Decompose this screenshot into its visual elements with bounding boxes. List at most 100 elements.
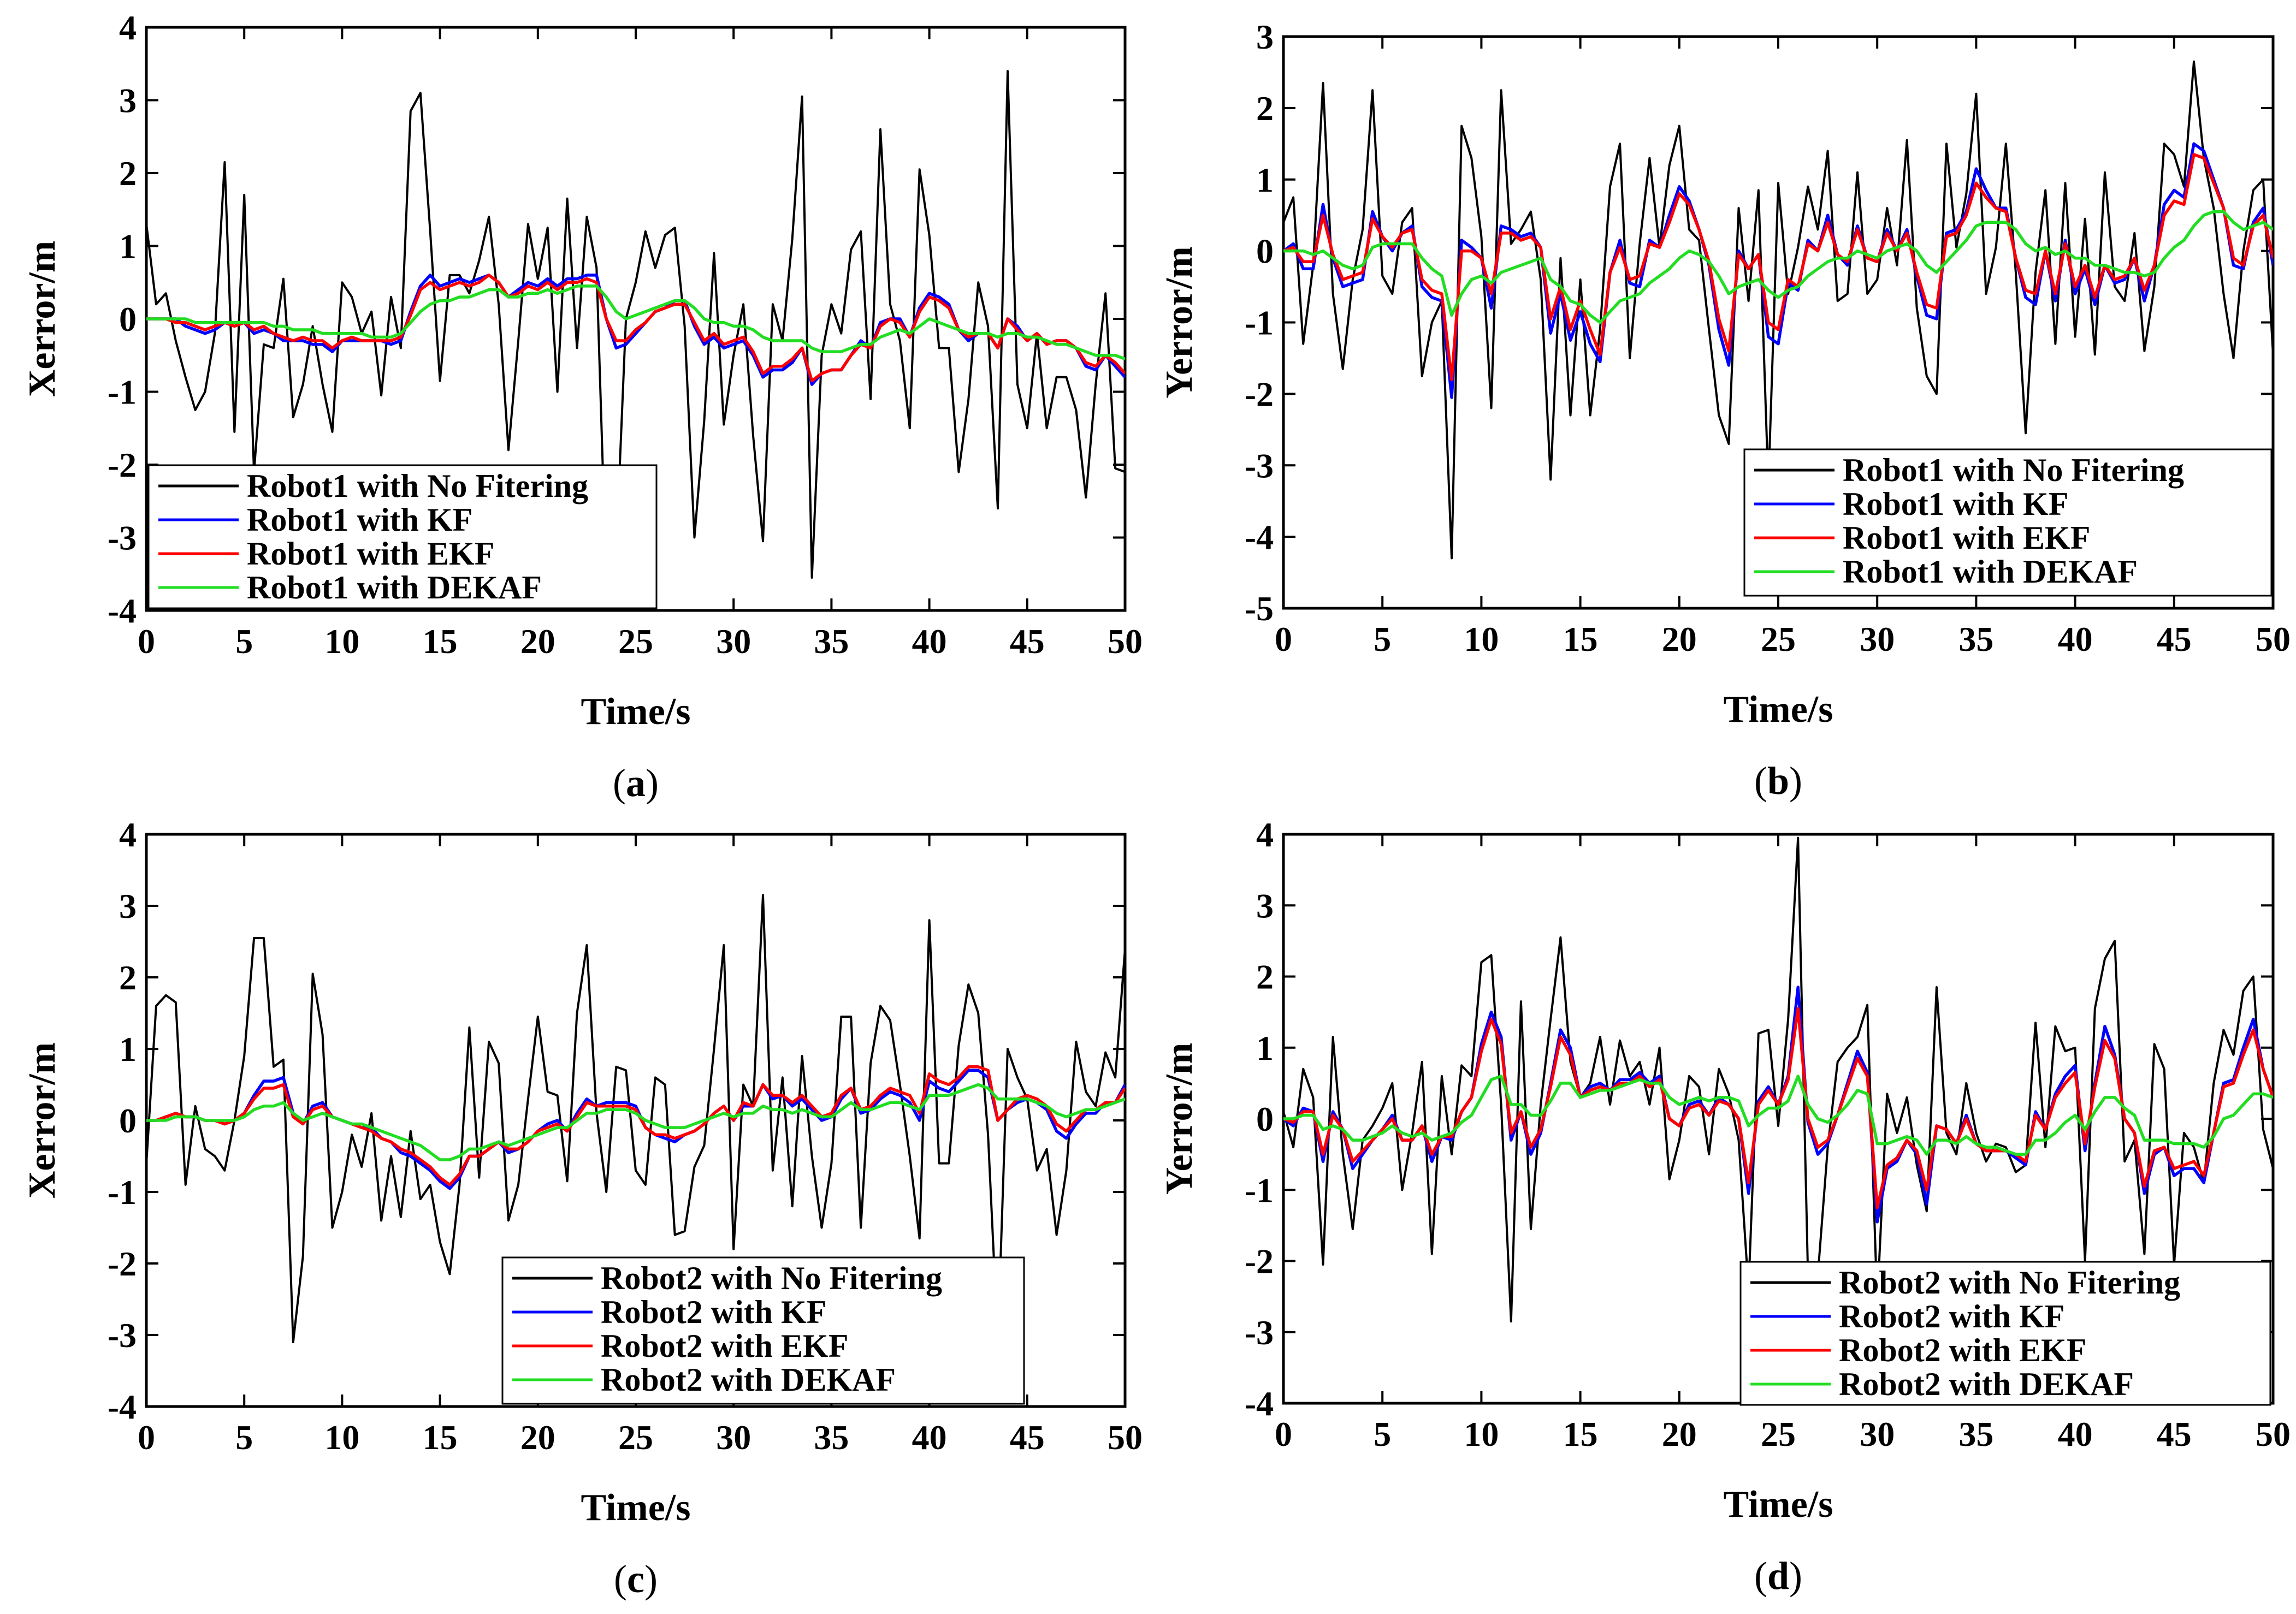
legend-label: Robot1 with No Fitering <box>1843 452 2184 488</box>
y-tick-label: 2 <box>119 154 137 193</box>
panel-label-close: ) <box>1789 759 1802 803</box>
x-axis-label: Time/s <box>1724 689 1833 731</box>
legend-box <box>147 464 658 609</box>
y-tick-label: -3 <box>108 1316 137 1355</box>
chart-c-svg: 0 5 10 15 20 25 30 35 40 45 50 -4 -3 -2 -1 0 1 2 3 4 Time/s X… <box>21 815 1143 1601</box>
x-axis-label: Time/s <box>581 1487 691 1529</box>
x-tick-label: 0 <box>138 622 155 661</box>
legend-label: Robot2 with DEKAF <box>601 1362 896 1398</box>
x-tick-label: 5 <box>235 622 253 661</box>
chart-a-svg: 0 5 10 15 20 25 30 35 40 45 50 -4 -3 -2 -1 0 1 2 3 4 Time/s X… <box>21 8 1143 805</box>
x-tick-label: 40 <box>2058 1415 2093 1453</box>
series-line-4 <box>1283 1075 2273 1156</box>
panel-label-letter: b <box>1767 759 1789 803</box>
y-tick-label: 2 <box>119 958 137 997</box>
x-tick-label: 35 <box>1958 620 1993 658</box>
legend-box <box>1739 1261 2271 1406</box>
legend-label: Robot1 with KF <box>247 502 472 538</box>
x-tick-label: 30 <box>716 622 751 661</box>
legend-label: Robot2 with DEKAF <box>1839 1366 2134 1402</box>
y-axis-label: Xerror/m <box>21 1042 63 1198</box>
y-tick-label: -1 <box>108 1173 137 1212</box>
y-tick-label: 2 <box>1256 89 1274 128</box>
x-tick-label: 50 <box>2256 620 2291 658</box>
y-tick-label: -1 <box>108 373 137 412</box>
y-tick-label: 0 <box>119 1101 137 1140</box>
x-tick-label: 25 <box>618 622 653 661</box>
panel-label-letter: d <box>1767 1554 1789 1598</box>
y-tick-label: 1 <box>1256 161 1274 199</box>
panel-label: (c) <box>614 1557 658 1601</box>
y-tick-label: 4 <box>119 8 137 47</box>
legend-label: Robot1 with EKF <box>1843 520 2090 556</box>
y-tick-label: 1 <box>1256 1029 1274 1067</box>
x-tick-label: 10 <box>324 622 359 661</box>
y-tick-label: -2 <box>1245 375 1274 413</box>
y-tick-label: -5 <box>1245 589 1274 628</box>
y-tick-label: 1 <box>119 227 137 266</box>
chart-panel-d: 0 5 10 15 20 25 30 35 40 45 50 -4 -3 -2 -1 0 1 2 3 4 Time/s Y… <box>1148 807 2296 1614</box>
panel-label-open: ( <box>614 1557 627 1601</box>
y-tick-label: -4 <box>108 591 137 630</box>
panel-label: (d) <box>1754 1554 1802 1598</box>
x-tick-label: 45 <box>2157 1415 2192 1453</box>
x-tick-label: 10 <box>324 1418 359 1457</box>
legend-label: Robot2 with KF <box>601 1294 826 1330</box>
chart-b-svg: 0 5 10 15 20 25 30 35 40 45 50 -5 -4 -3 -2 -1 0 1 2 3 Time/s… <box>1158 17 2291 803</box>
x-axis-label: Time/s <box>581 691 691 733</box>
x-tick-label: 25 <box>1761 1415 1796 1453</box>
y-tick-label: 3 <box>1256 17 1274 56</box>
x-tick-label: 20 <box>1662 1415 1697 1453</box>
legend-label: Robot2 with EKF <box>1839 1332 2086 1368</box>
x-tick-label: 50 <box>2256 1415 2291 1453</box>
y-axis-label: Xerror/m <box>21 241 63 397</box>
y-tick-label: -3 <box>1245 1313 1274 1352</box>
panel-label-open: ( <box>613 761 626 805</box>
x-tick-label: 5 <box>1374 620 1391 658</box>
y-tick-label: 0 <box>1256 232 1274 271</box>
y-tick-label: -4 <box>1245 518 1274 556</box>
y-tick-label: -2 <box>108 446 137 484</box>
x-tick-label: 15 <box>1563 620 1598 658</box>
y-tick-label: -2 <box>1245 1242 1274 1281</box>
y-tick-label: 3 <box>1256 886 1274 925</box>
x-tick-label: 0 <box>1275 1415 1292 1453</box>
x-tick-label: 20 <box>1662 620 1697 658</box>
legend-label: Robot2 with No Fitering <box>1839 1265 2180 1301</box>
y-tick-label: -4 <box>1245 1384 1274 1423</box>
series-line-3 <box>146 1065 1125 1186</box>
series-line-1 <box>1283 60 2273 560</box>
chart-panel-a: 0 5 10 15 20 25 30 35 40 45 50 -4 -3 -2 -1 0 1 2 3 4 Time/s X… <box>0 0 1148 807</box>
panel-label-close: ) <box>1789 1554 1802 1598</box>
x-tick-label: 40 <box>2058 620 2093 658</box>
x-tick-label: 40 <box>912 1418 947 1457</box>
x-tick-label: 30 <box>1860 620 1895 658</box>
legend-label: Robot2 with EKF <box>601 1328 848 1364</box>
x-tick-label: 30 <box>716 1418 751 1457</box>
x-tick-label: 10 <box>1464 620 1499 658</box>
x-tick-label: 15 <box>423 1418 458 1457</box>
y-tick-label: 0 <box>1256 1100 1274 1138</box>
x-tick-label: 20 <box>520 1418 555 1457</box>
panel-label-close: ) <box>644 1557 658 1601</box>
x-axis-label: Time/s <box>1724 1484 1833 1526</box>
x-tick-label: 0 <box>1275 620 1292 658</box>
x-tick-label: 5 <box>1374 1415 1391 1453</box>
x-tick-label: 15 <box>423 622 458 661</box>
x-tick-label: 45 <box>1010 622 1045 661</box>
x-tick-label: 15 <box>1563 1415 1598 1453</box>
y-tick-label: 0 <box>119 300 137 339</box>
y-tick-label: -1 <box>1245 304 1274 342</box>
y-tick-label: 2 <box>1256 958 1274 996</box>
y-tick-label: 1 <box>119 1030 137 1069</box>
legend-label: Robot1 with DEKAF <box>1843 554 2138 590</box>
series-line-4 <box>146 284 1125 360</box>
y-tick-label: 4 <box>119 815 137 854</box>
x-tick-label: 35 <box>814 622 849 661</box>
series-line-1 <box>1283 836 2273 1323</box>
panel-label: (a) <box>613 761 659 805</box>
x-tick-label: 25 <box>618 1418 653 1457</box>
legend-label: Robot2 with No Fitering <box>601 1260 942 1296</box>
x-tick-label: 5 <box>235 1418 253 1457</box>
x-tick-label: 30 <box>1860 1415 1895 1453</box>
